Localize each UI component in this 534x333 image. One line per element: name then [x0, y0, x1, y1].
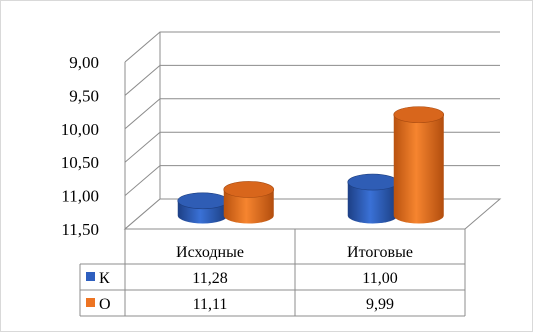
cylinder-top — [223, 181, 275, 198]
y-tick-label: 10,00 — [61, 120, 99, 139]
gridline — [124, 64, 500, 96]
cylinder-bar — [177, 192, 229, 224]
cylinder-bar — [347, 173, 399, 224]
data-cell: 11,11 — [193, 296, 228, 313]
series-label: К — [99, 270, 110, 287]
data-cell: 11,00 — [362, 270, 397, 287]
gridline — [124, 165, 500, 196]
cylinder-bar — [393, 106, 445, 224]
y-tick-label: 11,00 — [61, 187, 99, 206]
data-cell: 9,99 — [366, 296, 394, 313]
data-cell: 11,28 — [192, 270, 227, 287]
cylinder-top — [347, 173, 399, 191]
category-label: Итоговые — [347, 244, 413, 261]
cylinders — [177, 106, 445, 224]
data-table: Исходные Итоговые К 11,28 11,00 О 11,11 9,99 — [79, 228, 466, 317]
legend-swatch — [86, 298, 95, 307]
y-axis-ticks: 9,00 9,50 10,00 10,50 11,00 11,50 — [61, 53, 99, 239]
cylinder-bar — [223, 181, 275, 224]
gridline — [124, 98, 500, 130]
series-label: О — [99, 296, 111, 313]
cylinder-top — [177, 192, 229, 210]
category-label: Исходные — [176, 244, 244, 261]
y-tick-label: 11,50 — [61, 220, 99, 239]
cylinder-body — [393, 114, 444, 224]
y-tick-label: 9,00 — [69, 53, 99, 72]
cylinder-body — [347, 182, 398, 224]
y-tick-label: 10,50 — [61, 153, 99, 172]
gridline — [124, 131, 500, 163]
legend-swatch — [86, 272, 95, 281]
y-tick-label: 9,50 — [69, 86, 99, 105]
cylinder-body — [223, 189, 274, 224]
cylinder-top — [393, 106, 445, 123]
gridline — [124, 31, 500, 63]
